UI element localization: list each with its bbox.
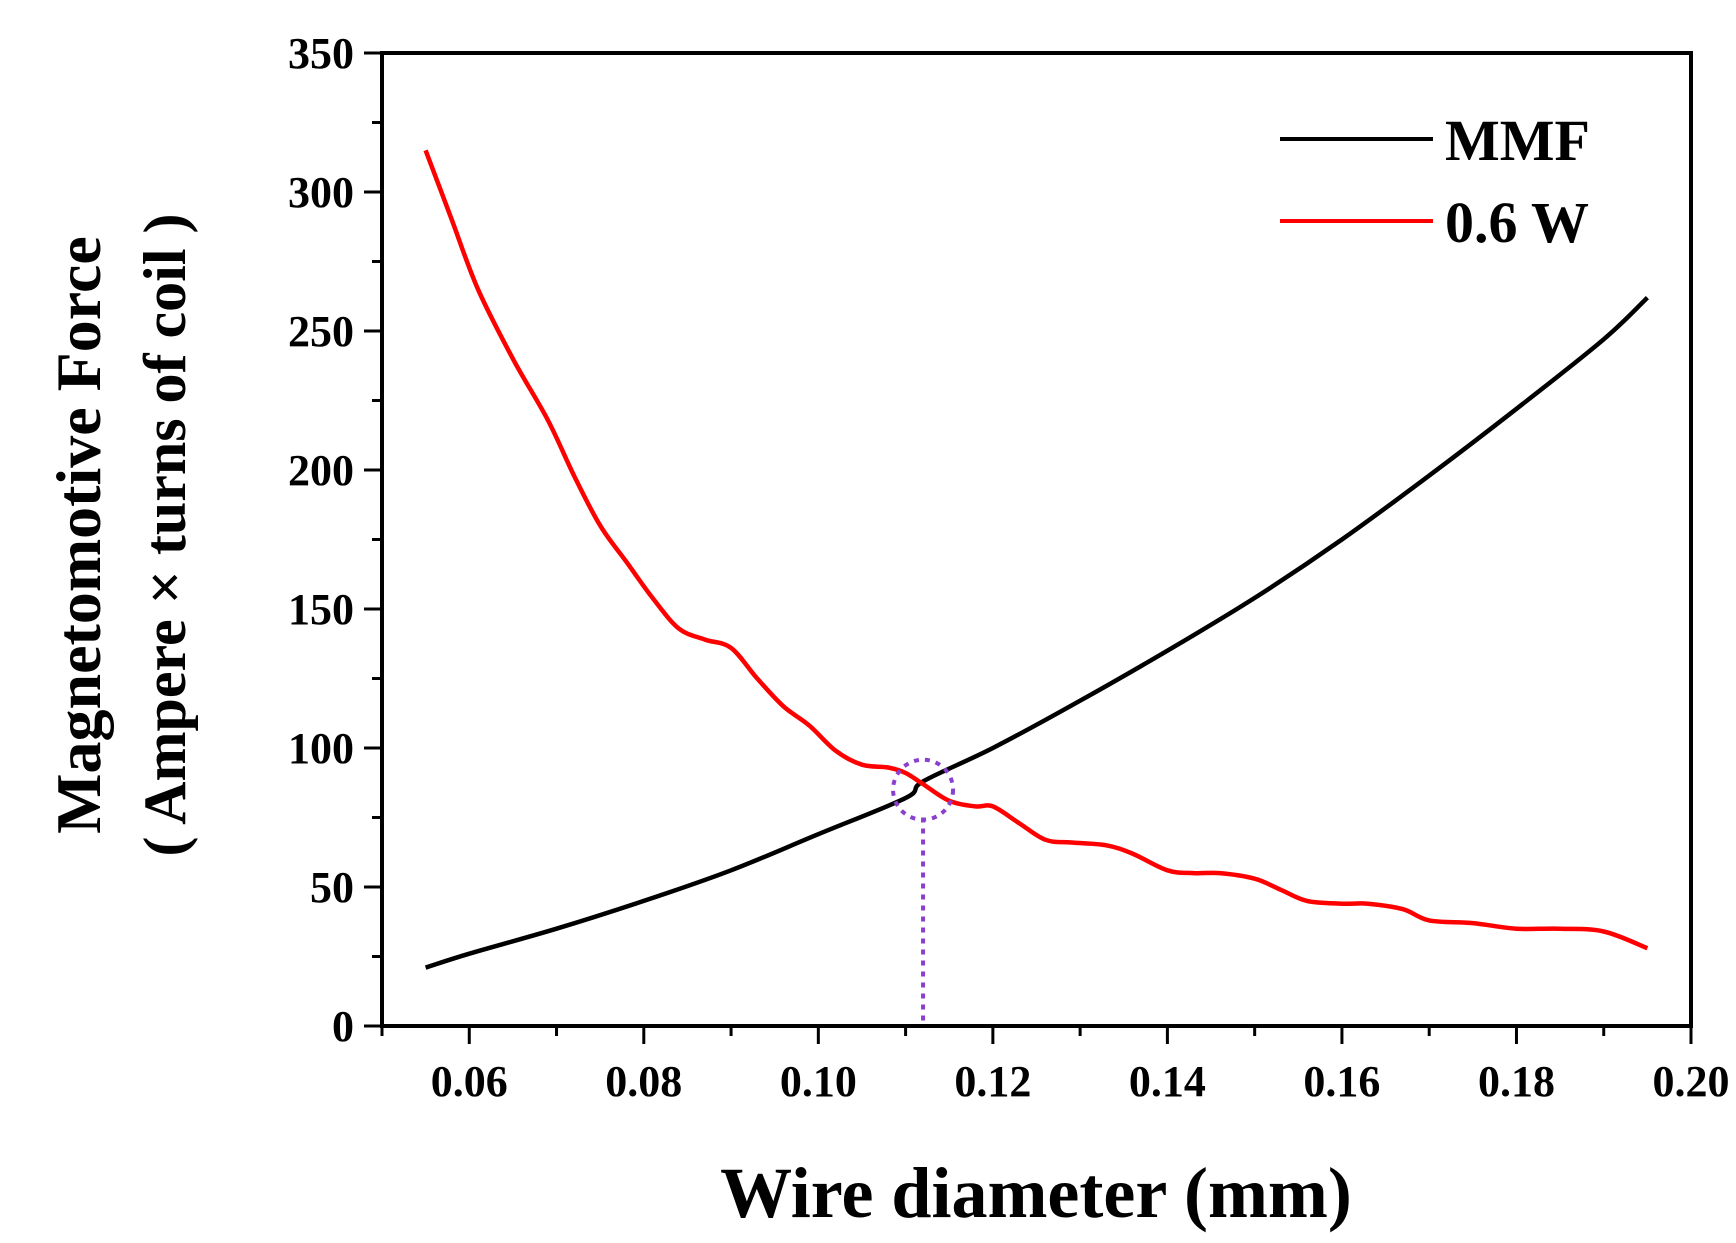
series-line-mmf <box>424 295 1649 970</box>
x-axis-ticks: 0.06 0.08 0.10 0.12 0.14 0.16 0.18 0.20 <box>380 1026 1730 1106</box>
x-tick-label: 0.12 <box>954 1057 1031 1106</box>
series-line-0-6-w <box>423 149 1649 951</box>
y-axis-ticks: 0 50 100 150 200 250 300 350 <box>288 29 382 1051</box>
series-layer <box>423 149 1649 970</box>
legend-label-0-6w: 0.6 W <box>1445 190 1589 255</box>
x-tick-label: 0.16 <box>1303 1057 1380 1106</box>
y-tick-label: 300 <box>288 168 354 217</box>
legend: MMF 0.6 W <box>1280 108 1590 255</box>
y-tick-label: 150 <box>288 585 354 634</box>
x-tick-label: 0.18 <box>1478 1057 1555 1106</box>
y-axis-title-line2: ( Ampere × turns of coil ) <box>132 214 198 857</box>
y-tick-label: 200 <box>288 446 354 495</box>
y-axis-title-line1: Magnetomotive Force <box>43 236 114 834</box>
x-tick-label: 0.10 <box>780 1057 857 1106</box>
y-tick-label: 50 <box>310 863 354 912</box>
x-tick-label: 0.08 <box>605 1057 682 1106</box>
annotation-layer <box>891 757 956 1026</box>
y-tick-label: 0 <box>332 1002 354 1051</box>
y-tick-label: 350 <box>288 29 354 78</box>
x-tick-label: 0.14 <box>1129 1057 1206 1106</box>
x-tick-label: 0.20 <box>1653 1057 1730 1106</box>
legend-label-mmf: MMF <box>1445 108 1590 173</box>
x-tick-label: 0.06 <box>431 1057 508 1106</box>
x-axis-title: Wire diameter (mm) <box>720 1153 1352 1233</box>
y-tick-label: 250 <box>288 307 354 356</box>
y-tick-label: 100 <box>288 724 354 773</box>
